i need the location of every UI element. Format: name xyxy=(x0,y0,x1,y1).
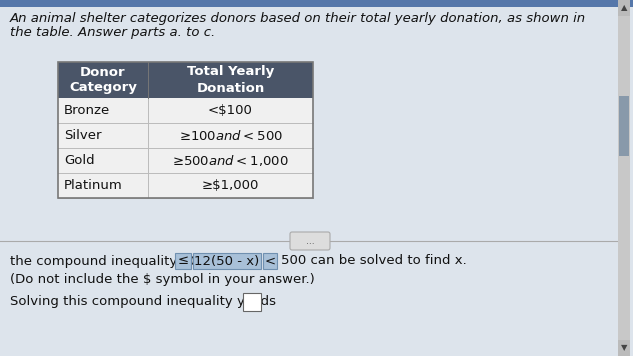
FancyBboxPatch shape xyxy=(290,232,330,250)
Text: ▼: ▼ xyxy=(621,344,627,352)
Text: 500 can be solved to find x.: 500 can be solved to find x. xyxy=(281,255,467,267)
Text: Total Yearly
Donation: Total Yearly Donation xyxy=(187,66,274,94)
Text: ≥$500 and  <$1,000: ≥$500 and <$1,000 xyxy=(172,153,289,168)
Bar xyxy=(58,148,313,173)
Text: the table. Answer parts a. to c.: the table. Answer parts a. to c. xyxy=(10,26,215,39)
Bar xyxy=(58,173,313,198)
Text: ...: ... xyxy=(306,236,315,246)
Text: Silver: Silver xyxy=(64,129,101,142)
Text: ≥$1,000: ≥$1,000 xyxy=(202,179,259,192)
Text: (Do not include the $ symbol in your answer.): (Do not include the $ symbol in your ans… xyxy=(10,272,315,286)
Text: the compound inequality 100: the compound inequality 100 xyxy=(10,255,207,267)
Bar xyxy=(58,62,313,198)
Bar xyxy=(58,123,313,148)
Text: <$100: <$100 xyxy=(208,104,253,117)
Bar xyxy=(175,253,191,269)
Bar xyxy=(58,98,313,123)
Bar xyxy=(58,62,313,98)
Bar xyxy=(618,0,630,16)
Bar xyxy=(618,340,630,356)
Bar xyxy=(618,0,630,356)
Text: <: < xyxy=(265,255,275,267)
Text: Gold: Gold xyxy=(64,154,94,167)
Text: An animal shelter categorizes donors based on their total yearly donation, as sh: An animal shelter categorizes donors bas… xyxy=(10,12,586,25)
Text: ≥$100 and  <$500: ≥$100 and <$500 xyxy=(179,129,282,142)
Text: Platinum: Platinum xyxy=(64,179,123,192)
Text: Bronze: Bronze xyxy=(64,104,110,117)
Bar xyxy=(0,0,633,7)
Text: ≤: ≤ xyxy=(177,255,189,267)
Bar xyxy=(193,253,261,269)
Bar xyxy=(263,253,277,269)
Text: ▲: ▲ xyxy=(621,4,627,12)
Bar xyxy=(619,96,629,156)
Text: Donor
Category: Donor Category xyxy=(69,66,137,94)
Text: Solving this compound inequality yields: Solving this compound inequality yields xyxy=(10,294,276,308)
Text: 12(50 - x): 12(50 - x) xyxy=(194,255,260,267)
Bar xyxy=(243,293,261,311)
